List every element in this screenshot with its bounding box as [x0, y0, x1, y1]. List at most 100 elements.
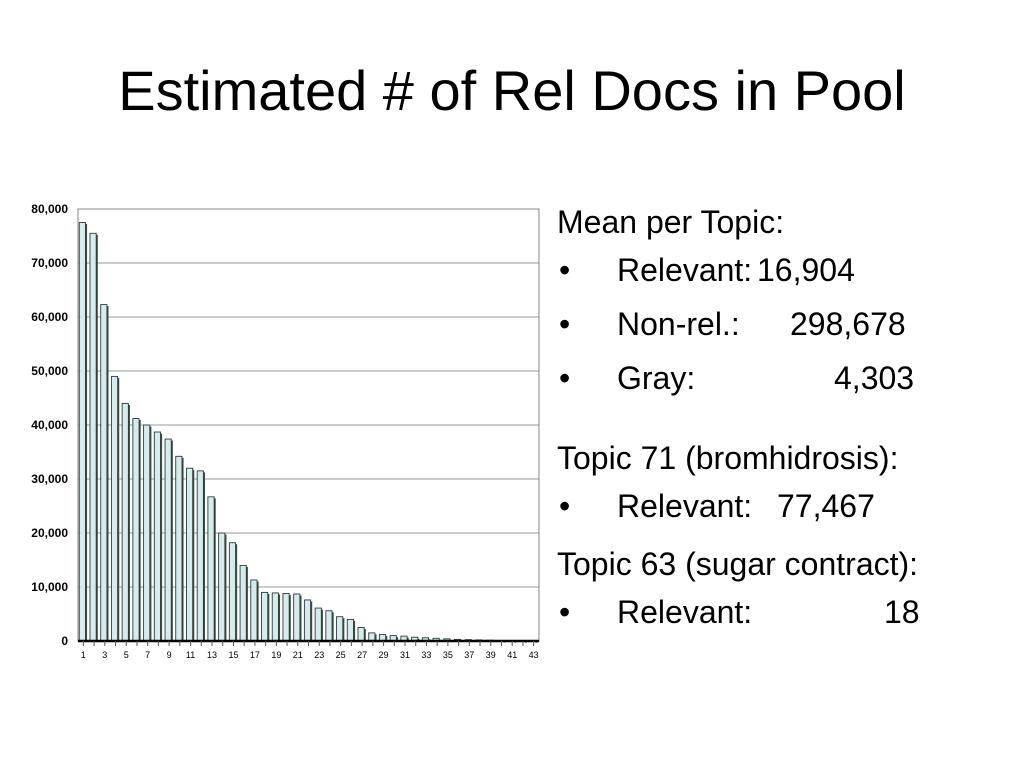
x-tick-label: 11: [186, 650, 195, 660]
bar-shadow: [171, 440, 173, 641]
bar: [314, 607, 322, 642]
bar: [164, 438, 172, 642]
bar: [132, 418, 140, 642]
bar: [239, 564, 247, 642]
mean-relevant-line: • Relevant: 16,904: [557, 244, 1017, 298]
bar: [78, 222, 86, 642]
bar-shadow: [128, 404, 130, 641]
chart-axes: [77, 208, 540, 646]
x-tick-label: 15: [228, 650, 238, 660]
x-tick-label: 41: [507, 650, 517, 660]
bar-shadow: [117, 377, 120, 641]
topic-63-relevant-line: • Relevant: 18: [557, 586, 1017, 640]
bar-shadow: [257, 581, 259, 641]
x-tick-label: 29: [379, 650, 389, 660]
bar: [207, 496, 215, 642]
bar: [346, 618, 354, 642]
bar-shadow: [106, 306, 109, 641]
bar-shadow: [267, 593, 270, 641]
x-tick-label: 13: [207, 650, 217, 660]
bar-shadow: [353, 620, 356, 641]
x-tick-label: 1: [81, 650, 86, 660]
y-tick-label: 10,000: [31, 580, 68, 594]
y-tick-label: 70,000: [31, 256, 68, 270]
bar-shadow: [203, 472, 205, 641]
mean-gray-line: • Gray: 4,303: [557, 352, 1017, 406]
bar: [153, 431, 161, 642]
x-tick-label: 3: [102, 650, 107, 660]
mean-per-topic-heading: Mean per Topic:: [557, 204, 785, 240]
bar-shadow: [85, 224, 88, 641]
stat-value: 77,467: [777, 488, 875, 524]
y-tick-label: 50,000: [31, 364, 68, 378]
mean-nonrel-line: • Non-rel.: 298,678: [557, 298, 1017, 352]
bar-shadow: [139, 420, 141, 641]
bar: [293, 593, 301, 642]
bar-shadow: [332, 612, 334, 641]
x-tick-label: 21: [293, 650, 303, 660]
bar-shadow: [407, 637, 409, 641]
topic-63-heading: Topic 63 (sugar contract):: [557, 546, 919, 582]
bar-shadow: [514, 642, 516, 643]
bar: [228, 542, 237, 642]
bar-shadow: [289, 594, 291, 641]
bar-shadow: [235, 544, 238, 641]
bar-shadow: [525, 642, 527, 643]
bar-shadow: [160, 433, 163, 641]
slide-title: Estimated # of Rel Docs in Pool: [118, 59, 906, 122]
bar: [186, 467, 194, 642]
bar: [100, 304, 108, 642]
x-tick-label: 43: [529, 650, 539, 660]
x-tick-label: 23: [314, 650, 324, 660]
stat-label: Relevant:: [617, 488, 753, 524]
x-tick-label: 17: [250, 650, 260, 660]
bar-shadow: [321, 609, 323, 641]
bullet: •: [559, 306, 571, 342]
x-tick-label: 27: [357, 650, 367, 660]
bar: [196, 470, 204, 642]
bullet: •: [559, 488, 571, 524]
bar-shadow: [278, 594, 281, 641]
x-tick-label: 7: [145, 650, 150, 660]
bar-shadow: [246, 566, 248, 641]
y-tick-label: 80,000: [31, 202, 68, 216]
x-tick-label: 19: [271, 650, 281, 660]
bar: [250, 579, 258, 642]
bar-shadow: [299, 595, 302, 641]
bar-shadow: [149, 426, 152, 641]
bar: [121, 402, 129, 642]
y-tick-label: 0: [61, 634, 68, 648]
bar: [271, 592, 279, 642]
bar-shadow: [503, 641, 506, 643]
bullet: •: [559, 360, 571, 396]
bar-shadow: [214, 498, 216, 641]
bar: [110, 375, 119, 642]
x-tick-label: 31: [400, 650, 410, 660]
stat-label: Relevant:: [617, 252, 753, 288]
bullet: •: [559, 252, 571, 288]
bar-shadow: [364, 629, 366, 641]
bar: [303, 599, 312, 642]
x-tick-label: 35: [443, 650, 453, 660]
stat-value: 298,678: [790, 306, 906, 342]
y-tick-label: 60,000: [31, 310, 68, 324]
x-axis-tick-labels: 1 3 5 7 9 11 13 15 17 19 21 23 25 27 29 31 33 35 37 39 41 43: [81, 650, 539, 660]
bullet: •: [559, 594, 571, 630]
bar-shadow: [535, 642, 538, 644]
topic-71-heading: Topic 71 (bromhidrosis):: [557, 440, 899, 476]
y-tick-label: 30,000: [31, 472, 68, 486]
bar-shadow: [385, 636, 388, 641]
bar: [175, 455, 183, 642]
x-tick-label: 9: [167, 650, 172, 660]
x-tick-label: 25: [336, 650, 346, 660]
y-tick-label: 20,000: [31, 526, 68, 540]
stat-value: 4,303: [834, 360, 915, 396]
stat-value: 16,904: [757, 252, 855, 288]
x-tick-label: 5: [124, 650, 129, 660]
stat-label: Relevant:: [617, 594, 753, 630]
stat-label: Non-rel.:: [617, 306, 740, 342]
bar-shadow: [96, 234, 98, 642]
x-tick-label: 39: [486, 650, 496, 660]
bar: [336, 616, 344, 642]
bar: [218, 532, 226, 642]
